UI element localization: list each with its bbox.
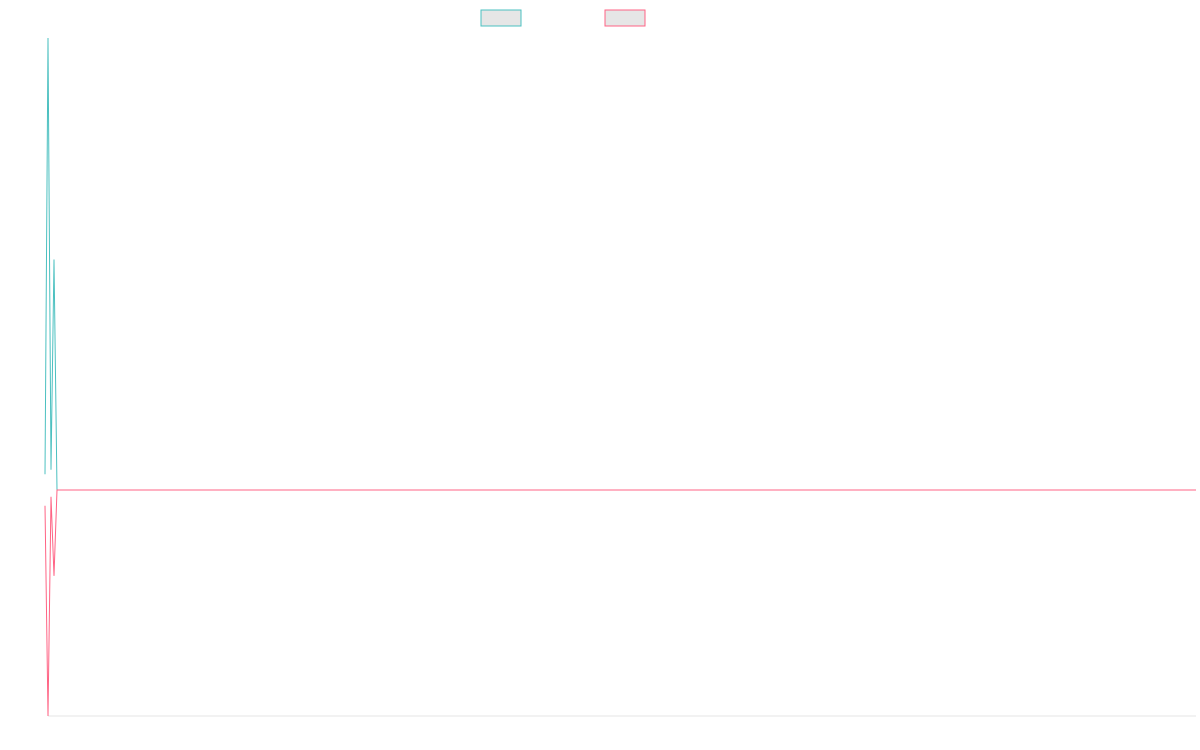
legend-swatch-series-1[interactable] (480, 9, 522, 27)
series-2-line (44, 489, 1196, 717)
series-1-line (44, 37, 1196, 491)
legend-swatch-series-2[interactable] (604, 9, 646, 27)
series-layer (44, 37, 1196, 717)
legend (480, 9, 646, 27)
